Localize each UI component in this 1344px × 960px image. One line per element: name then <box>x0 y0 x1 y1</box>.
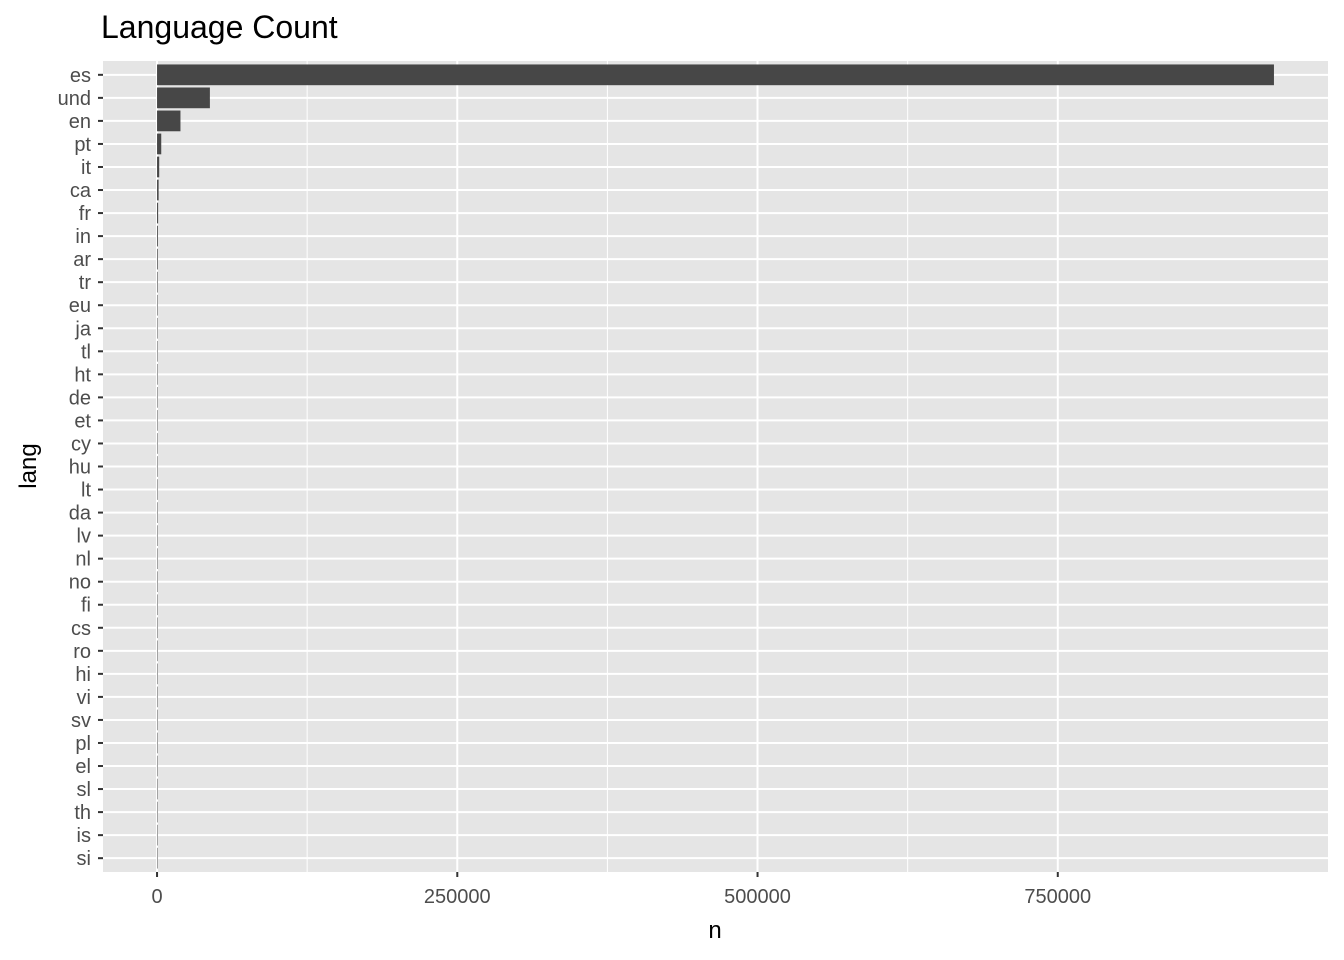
bar-sl <box>157 778 158 800</box>
bar-el <box>157 755 158 777</box>
bar-fr <box>157 202 159 224</box>
bar-vi <box>157 686 158 708</box>
bar-it <box>157 156 160 178</box>
y-tick-label: sv <box>71 710 91 732</box>
y-tick-label: de <box>69 387 91 409</box>
y-tick-label: fi <box>81 595 91 617</box>
y-axis: esundenptitcafrinartreujatlhtdeetcyhultd… <box>58 65 103 870</box>
x-tick-label: 500000 <box>724 886 791 908</box>
bar-pt <box>157 133 162 155</box>
bar-nl <box>157 548 158 570</box>
y-tick-label: ja <box>74 318 91 340</box>
y-axis-title: lang <box>15 443 42 488</box>
y-tick-label: cy <box>71 433 91 455</box>
bar-ht <box>157 363 158 385</box>
y-tick-label: si <box>77 848 91 870</box>
y-tick-label: fr <box>79 203 92 225</box>
y-tick-label: cs <box>71 618 91 640</box>
y-tick-label: lv <box>77 526 91 548</box>
bar-in <box>157 225 158 247</box>
bar-no <box>157 571 158 593</box>
bar-si <box>157 847 158 869</box>
bar-th <box>157 801 158 823</box>
y-tick-label: is <box>77 825 91 847</box>
y-tick-label: und <box>58 88 91 110</box>
bar-ja <box>157 317 158 339</box>
y-tick-label: it <box>81 157 91 179</box>
bar-tl <box>157 340 158 362</box>
bar-cs <box>157 617 158 639</box>
bar-ca <box>157 179 159 201</box>
bar-cy <box>157 433 158 454</box>
y-tick-label: sl <box>77 779 91 801</box>
bar-et <box>157 410 158 431</box>
bar-pl <box>157 732 158 754</box>
y-tick-label: el <box>75 756 91 778</box>
bar-ar <box>157 248 158 270</box>
bar-fi <box>157 594 158 616</box>
y-tick-label: es <box>70 65 91 87</box>
y-tick-label: lt <box>81 480 91 502</box>
y-tick-label: tl <box>81 341 91 363</box>
bars <box>157 64 1274 869</box>
y-tick-label: en <box>69 111 91 133</box>
y-tick-label: th <box>74 802 91 824</box>
y-tick-label: hu <box>69 457 91 479</box>
bar-tr <box>157 271 158 293</box>
y-tick-label: in <box>75 226 91 248</box>
x-axis: 0 250000 500000 750000 <box>151 872 1091 908</box>
y-tick-label: ht <box>74 364 91 386</box>
bar-lv <box>157 525 158 546</box>
chart-title: Language Count <box>101 9 338 45</box>
y-tick-label: ca <box>70 180 92 202</box>
y-tick-label: eu <box>69 295 91 317</box>
x-tick-label: 0 <box>151 886 162 908</box>
x-axis-title: n <box>708 917 721 944</box>
bar-hu <box>157 456 158 477</box>
bar-ro <box>157 640 158 662</box>
y-tick-label: vi <box>77 687 91 709</box>
y-tick-label: tr <box>79 272 92 294</box>
bar-eu <box>157 294 158 316</box>
bar-da <box>157 502 158 523</box>
bar-en <box>157 110 181 132</box>
bar-es <box>157 64 1274 86</box>
y-tick-label: da <box>69 503 92 525</box>
y-tick-label: et <box>74 410 91 432</box>
y-tick-label: hi <box>75 664 91 686</box>
bar-und <box>157 87 210 109</box>
y-tick-label: ar <box>73 249 91 271</box>
bar-is <box>157 824 158 846</box>
y-tick-label: pt <box>74 134 91 156</box>
y-tick-label: no <box>69 572 91 594</box>
y-tick-label: nl <box>75 549 91 571</box>
grid-major <box>103 61 1328 872</box>
bar-hi <box>157 663 158 685</box>
bar-lt <box>157 479 158 500</box>
x-tick-label: 250000 <box>424 886 491 908</box>
y-tick-label: pl <box>75 733 91 755</box>
y-tick-label: ro <box>73 641 91 663</box>
bar-sv <box>157 709 158 731</box>
bar-de <box>157 387 158 408</box>
x-tick-label: 750000 <box>1024 886 1091 908</box>
